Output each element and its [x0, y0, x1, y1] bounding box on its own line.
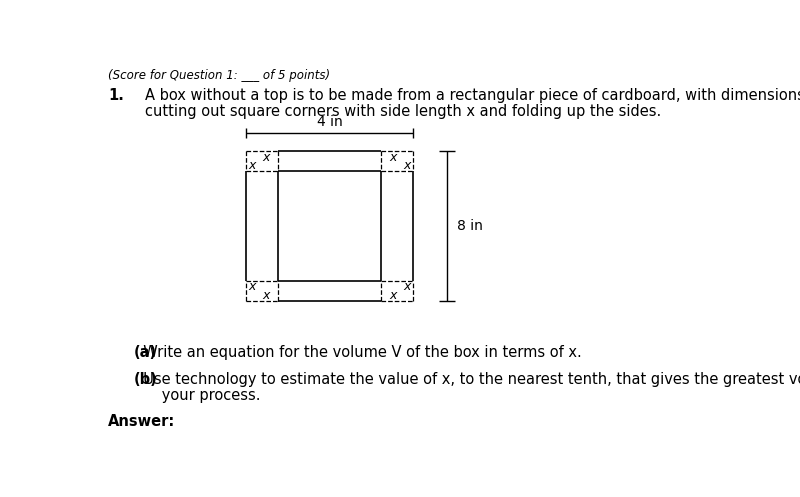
Text: x: x — [403, 160, 410, 172]
Text: (b): (b) — [134, 372, 158, 387]
Text: x: x — [249, 160, 256, 172]
Text: Use technology to estimate the value of x, to the nearest tenth, that gives the : Use technology to estimate the value of … — [134, 372, 800, 387]
Text: 8 in: 8 in — [457, 219, 482, 233]
Text: A box without a top is to be made from a rectangular piece of cardboard, with di: A box without a top is to be made from a… — [145, 88, 800, 103]
Text: cutting out square corners with side length x and folding up the sides.: cutting out square corners with side len… — [145, 104, 661, 119]
Text: x: x — [403, 280, 410, 293]
Text: x: x — [390, 151, 397, 164]
Text: 4 in: 4 in — [317, 114, 342, 129]
Text: x: x — [390, 289, 397, 302]
Text: (a): (a) — [134, 345, 158, 360]
Text: your process.: your process. — [134, 388, 261, 403]
Text: Answer:: Answer: — [108, 414, 175, 428]
Text: x: x — [262, 151, 270, 164]
Text: (Score for Question 1: ___ of 5 points): (Score for Question 1: ___ of 5 points) — [108, 69, 330, 82]
Text: x: x — [262, 289, 270, 302]
Text: x: x — [249, 280, 256, 293]
Text: Write an equation for the volume V of the box in terms of x.: Write an equation for the volume V of th… — [134, 345, 582, 360]
Text: 1.: 1. — [108, 88, 124, 103]
